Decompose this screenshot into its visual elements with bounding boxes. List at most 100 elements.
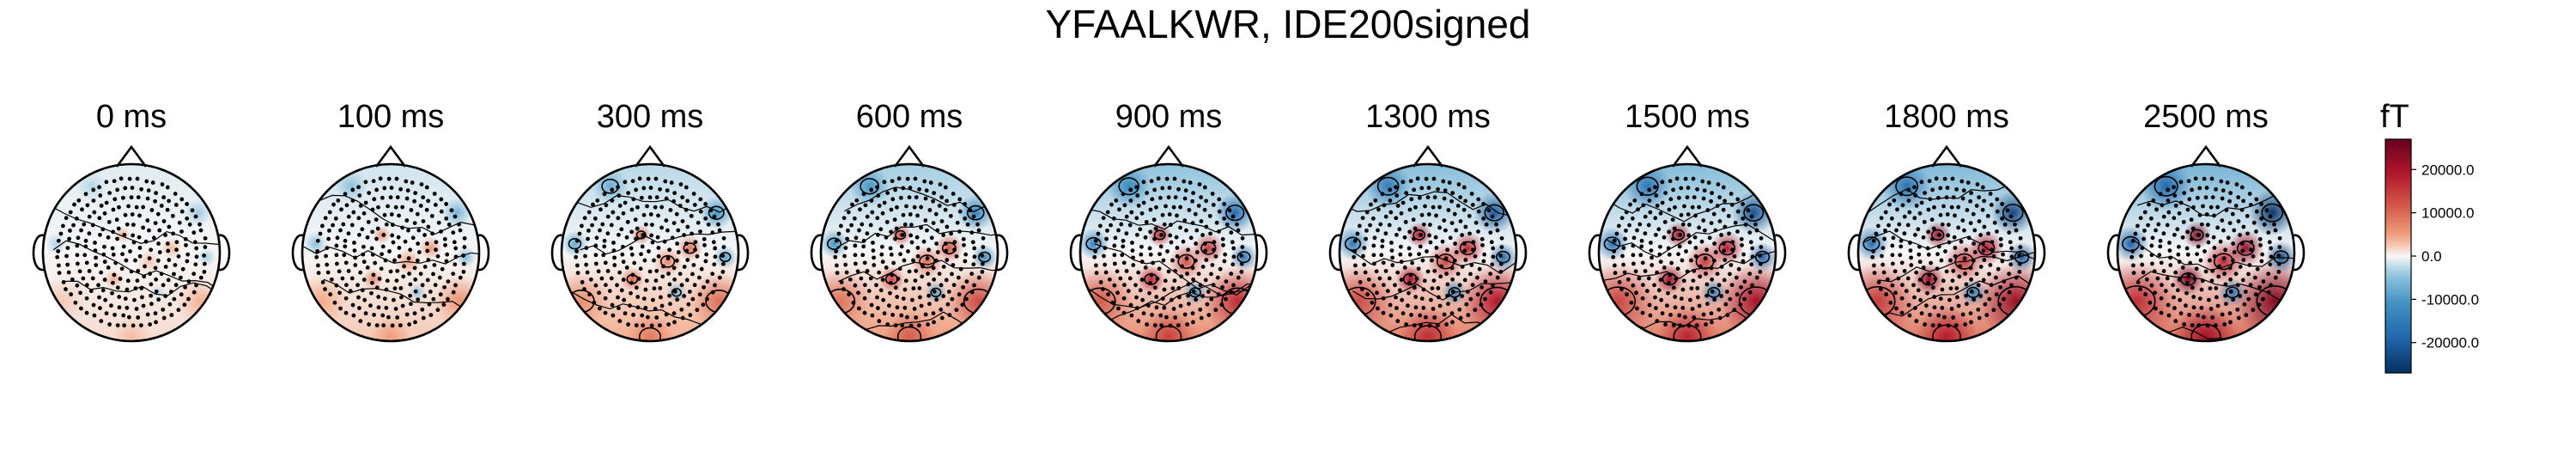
sensor-dot [2177,244,2181,249]
sensor-dot [2007,290,2012,295]
topomap-panels: 0 ms 100 ms 300 ms 600 ms 900 ms 1300 ms 1500 … [32,99,2306,343]
sensor-dot [1949,205,1954,210]
sensor-dot [1728,192,1734,196]
sensor-dot [617,270,623,275]
sensor-dot [1693,246,1698,250]
sensor-dot [944,278,949,283]
sensor-dot [662,239,667,244]
topomap-contour [836,223,998,248]
topomap-field [43,164,220,341]
topomap-blob [713,245,738,269]
sensor-dot [1678,323,1683,328]
sensor-dot [2234,182,2239,186]
sensor-dot [708,208,714,213]
sensor-dot [381,232,386,237]
sensor-dot [420,307,425,312]
sensor-dot [1691,278,1696,284]
sensor-dot [361,278,367,282]
sensor-dot [1223,252,1228,257]
sensor-dot [1431,307,1436,311]
sensor-dot [1663,191,1668,196]
sensor-dot [1640,283,1645,288]
sensor-dot [123,186,128,191]
sensor-dot [921,239,927,244]
sensor-dot [84,283,89,288]
sensor-dot [868,276,873,281]
sensor-dot [1109,223,1113,228]
sensor-dot [1106,292,1111,296]
sensor-dot [416,228,422,233]
sensor-dot [442,284,447,290]
sensor-dot [134,205,139,210]
sensor-dot [1658,278,1663,282]
sensor-dot [2236,195,2241,200]
sensor-dot [1224,279,1229,284]
sensor-dot [2165,223,2170,228]
sensor-dot [1475,292,1480,297]
sensor-dot [1721,207,1726,212]
sensor-dot [2205,223,2210,228]
sensor-dot [908,323,914,328]
sensor-dot [939,219,945,223]
sensor-dot [2205,233,2210,238]
sensor-dot [55,254,60,259]
topomap-blob [821,229,849,259]
sensor-dot [1624,228,1628,233]
head-outline [1338,162,1518,343]
sensor-dot [1171,205,1176,210]
sensor-dot [145,218,150,223]
sensor-dot [1713,228,1718,233]
sensor-dot [945,302,951,307]
sensor-dot [695,308,700,313]
sensor-dot [891,260,896,266]
sensor-dot [65,262,70,267]
sensor-dot [84,260,89,266]
sensor-dot [2182,322,2187,327]
sensor-dot [1453,297,1458,302]
sensor-dot [660,274,665,279]
sensor-dot [128,249,132,253]
topomap-contour [1153,229,1166,241]
topomap-panel: 100 ms [291,99,490,343]
sensor-dot [111,229,116,235]
sensor-dot [440,266,445,272]
sensor-dot [1930,187,1935,192]
sensor-dot [965,222,970,227]
sensor-dot [845,236,849,241]
sensor-dot [926,272,930,276]
sensor-dot [2129,254,2135,259]
sensor-dot [404,218,410,223]
sensor-dot [1739,236,1744,241]
sensor-dot [685,198,690,204]
sensor-dot [586,210,592,215]
sensor-dot [890,179,895,184]
sensor-dot [1498,269,1504,274]
sensor-dot [1168,323,1173,328]
sensor-dot [932,277,937,282]
sensor-dot [635,305,641,310]
sensor-dot [2178,200,2184,205]
sensor-dot [1881,270,1886,275]
sensor-dot [1899,244,1904,249]
sensor-dot [1701,196,1706,201]
sensor-dot [692,202,697,207]
sensor-dot [1175,246,1180,250]
sensor-dot [698,197,703,202]
sensor-dot [314,254,319,259]
sensor-dot [1921,266,1926,270]
sensor-dot [869,302,874,308]
sensor-dot [185,259,190,264]
sensor-dot [202,261,207,266]
left-ear-outline [32,234,45,272]
sensor-dot [1673,205,1677,210]
sensor-dot [370,252,375,257]
sensor-dot [2227,221,2233,226]
sensor-dot [1177,295,1182,300]
sensor-dot [418,272,423,277]
sensor-dot [433,283,438,288]
sensor-dot [592,216,598,221]
topomap-contour [1978,241,1996,256]
sensor-dot [629,229,635,235]
sensor-dot [2203,195,2208,200]
sensor-dot [156,297,161,302]
